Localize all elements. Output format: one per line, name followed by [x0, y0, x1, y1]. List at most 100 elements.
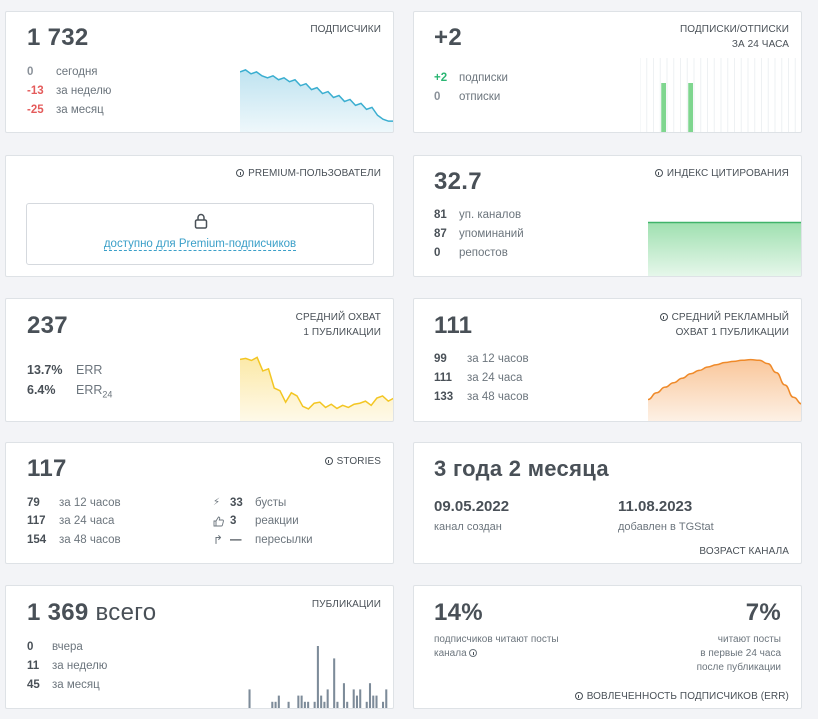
bar: [385, 689, 388, 708]
bar: [313, 701, 316, 708]
daily-row-unsubscribed: 0 отписки: [434, 91, 500, 103]
posts-suffix: всего: [95, 599, 157, 626]
area-fill: [648, 359, 801, 421]
daily-subscriptions-card[interactable]: +2 ПОДПИСКИ/ОТПИСКИ ЗА 24 ЧАСА +2 подпис…: [413, 11, 802, 133]
created-text: канал создан: [434, 521, 502, 533]
row-text: за 12 часов: [59, 497, 121, 509]
bar: [365, 701, 368, 708]
bar: [336, 701, 339, 708]
row-value: -25: [27, 104, 44, 116]
bar: [688, 83, 693, 132]
daily-value: +2: [434, 24, 462, 51]
row-text: за 24 часа: [467, 372, 523, 384]
bar: [368, 683, 372, 708]
bar: [375, 695, 378, 708]
engagement-right-text-2: в первые 24 часа: [700, 648, 781, 659]
row-value: 0: [434, 91, 441, 103]
bar: [372, 695, 375, 708]
citation-chart: [648, 221, 801, 276]
premium-link[interactable]: доступно для Premium-подписчиков: [27, 238, 373, 251]
info-icon[interactable]: [469, 649, 478, 657]
row-value: 0: [27, 66, 34, 78]
row-text: за 48 часов: [467, 391, 529, 403]
reach-value: 237: [27, 312, 68, 339]
row-text: репостов: [459, 247, 508, 259]
ad-reach-row-24h: 111 за 24 часа: [434, 372, 522, 384]
reach-label-line2: 1 ПУБЛИКАЦИИ: [303, 327, 381, 338]
premium-link-text[interactable]: доступно для Premium-подписчиков: [103, 238, 297, 251]
info-icon: [654, 169, 663, 177]
daily-subscriptions-chart: [640, 58, 796, 132]
subscribers-row-month: -25 за месяц: [27, 104, 104, 116]
engagement-left-text: подписчиков читают посты канала: [434, 633, 559, 661]
row-value: 154: [27, 534, 47, 546]
reach-chart: [240, 356, 393, 421]
bar: [303, 701, 306, 708]
engagement-right-value: 7%: [745, 599, 781, 626]
premium-locked-box: доступно для Premium-подписчиков: [26, 203, 374, 265]
row-text: подписки: [459, 72, 508, 84]
row-text: отписки: [459, 91, 501, 103]
row-value: 0: [27, 641, 34, 653]
daily-row-subscribed: +2 подписки: [434, 72, 508, 84]
area-fill: [240, 69, 393, 132]
bar: [307, 701, 310, 708]
row-text: пересылки: [255, 534, 313, 546]
row-text: за месяц: [56, 104, 104, 116]
citation-value: 32.7: [434, 168, 482, 195]
err-value: 13.7%: [27, 363, 63, 377]
row-value: 45: [27, 679, 40, 691]
bar: [271, 701, 274, 708]
citation-index-card[interactable]: 32.7 ИНДЕКС ЦИТИРОВАНИЯ 81 уп. каналов 8…: [413, 155, 802, 277]
age-value: 3 года 2 месяца: [434, 456, 609, 481]
row-text: бусты: [255, 497, 287, 509]
posts-card[interactable]: 1 369 всего ПУБЛИКАЦИИ 0 вчера 11 за нед…: [5, 585, 394, 709]
thumbs-up-icon: [213, 516, 224, 527]
posts-row-week: 11 за неделю: [27, 660, 107, 672]
subscribers-sparkline: [240, 69, 393, 132]
ad-reach-card[interactable]: 111 СРЕДНИЙ РЕКЛАМНЫЙ ОХВАТ 1 ПУБЛИКАЦИИ…: [413, 298, 802, 422]
row-value: 11: [27, 660, 40, 672]
bar: [300, 695, 303, 708]
row-value: +2: [434, 72, 448, 84]
subscribers-card[interactable]: 1 732 ПОДПИСЧИКИ 0 сегодня -13 за неделю…: [5, 11, 394, 133]
subscribers-value: 1 732: [27, 24, 89, 51]
row-text: за месяц: [52, 679, 100, 691]
bar: [346, 701, 349, 708]
bar: [316, 646, 319, 708]
posts-label: ПУБЛИКАЦИИ: [311, 599, 381, 610]
row-value: 117: [27, 515, 46, 527]
row-value: 79: [27, 497, 40, 509]
channel-age-card: 3 года 2 месяца 09.05.2022 канал создан …: [413, 442, 802, 564]
bar: [277, 695, 280, 708]
engagement-label-text: ВОВЛЕЧЕННОСТЬ ПОДПИСЧИКОВ (ERR): [586, 691, 789, 702]
bar: [297, 695, 300, 708]
bar: [381, 701, 385, 708]
average-reach-card[interactable]: 237 СРЕДНИЙ ОХВАТ 1 ПУБЛИКАЦИИ 13.7% ERR…: [5, 298, 394, 422]
row-value: -13: [27, 85, 44, 97]
stories-value: 117: [27, 455, 67, 482]
bar: [333, 658, 336, 708]
added-date: 11.08.2023: [618, 498, 693, 515]
stories-row-48h: 154 за 48 часов: [27, 534, 121, 546]
engagement-left-text-1: подписчиков читают посты: [434, 634, 559, 645]
row-text: за неделю: [56, 85, 112, 97]
row-value: 87: [434, 228, 447, 240]
ad-reach-label-line2: ОХВАТ 1 ПУБЛИКАЦИИ: [675, 327, 789, 338]
row-text: уп. каналов: [459, 209, 522, 221]
ad-reach-row-48h: 133 за 48 часов: [434, 391, 529, 403]
lock-icon: [194, 213, 208, 229]
bar: [248, 689, 251, 708]
stories-label: STORIES: [324, 454, 381, 470]
row-text: сегодня: [56, 66, 98, 78]
row-text: реакции: [255, 515, 299, 527]
info-icon: [659, 313, 668, 321]
citation-label: ИНДЕКС ЦИТИРОВАНИЯ: [654, 166, 789, 182]
err24-label: ERR: [76, 383, 103, 397]
engagement-card[interactable]: 14% подписчиков читают посты канала 7% ч…: [413, 585, 802, 709]
stories-card[interactable]: 117 STORIES 79 за 12 часов 117 за 24 час…: [5, 442, 394, 564]
posts-row-yesterday: 0 вчера: [27, 641, 83, 653]
posts-count: 1 369: [27, 599, 89, 626]
bar: [352, 689, 355, 708]
subscribers-label: ПОДПИСЧИКИ: [310, 24, 381, 35]
